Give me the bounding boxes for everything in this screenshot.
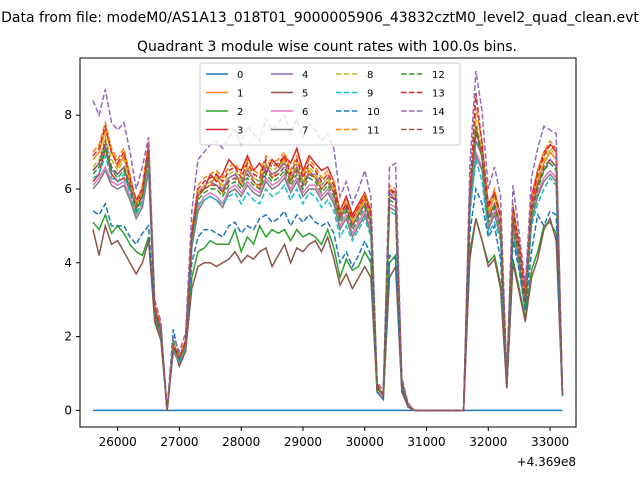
x-tick-label: 33000	[531, 435, 569, 449]
y-axis: 0 2 4 6 8	[64, 108, 80, 417]
legend-label-7: 7	[302, 126, 308, 137]
legend-label-13: 13	[432, 89, 445, 100]
legend-label-0: 0	[237, 70, 243, 81]
y-tick-label: 0	[64, 403, 72, 417]
legend-label-11: 11	[367, 126, 380, 137]
x-tick-label: 32000	[469, 435, 507, 449]
legend-label-12: 12	[432, 70, 445, 81]
legend-label-9: 9	[367, 89, 373, 100]
x-tick-label: 26000	[99, 435, 137, 449]
y-tick-label: 2	[64, 330, 72, 344]
legend-label-5: 5	[302, 89, 308, 100]
x-tick-label: 29000	[284, 435, 322, 449]
legend-label-1: 1	[237, 89, 243, 100]
legend-box	[199, 62, 461, 146]
legend-label-8: 8	[367, 70, 373, 81]
series-line-5	[92, 216, 564, 412]
legend-label-2: 2	[237, 107, 243, 118]
y-tick-label: 6	[64, 182, 72, 196]
legend-label-6: 6	[302, 107, 308, 118]
x-axis: 26000 27000 28000 29000 30000 31000 32000 33000	[99, 427, 569, 449]
chart-title: Quadrant 3 module wise count rates with …	[137, 39, 517, 55]
series-line-10	[92, 186, 564, 412]
plot-lines	[92, 70, 564, 412]
legend-label-4: 4	[302, 70, 308, 81]
x-tick-label: 30000	[346, 435, 384, 449]
figure-suptitle: Data from file: modeM0/AS1A13_018T01_900…	[1, 10, 639, 26]
y-tick-label: 4	[64, 256, 72, 270]
x-tick-label: 28000	[222, 435, 260, 449]
legend-label-3: 3	[237, 126, 243, 137]
y-tick-label: 8	[64, 108, 72, 122]
x-axis-offset-label: +4.369e8	[517, 455, 576, 469]
legend-label-14: 14	[432, 107, 445, 118]
series-line-2	[92, 212, 564, 412]
axes-frame	[79, 57, 577, 428]
legend-label-10: 10	[367, 107, 380, 118]
x-tick-label: 27000	[160, 435, 198, 449]
x-tick-label: 31000	[407, 435, 445, 449]
legend-label-15: 15	[432, 126, 445, 137]
